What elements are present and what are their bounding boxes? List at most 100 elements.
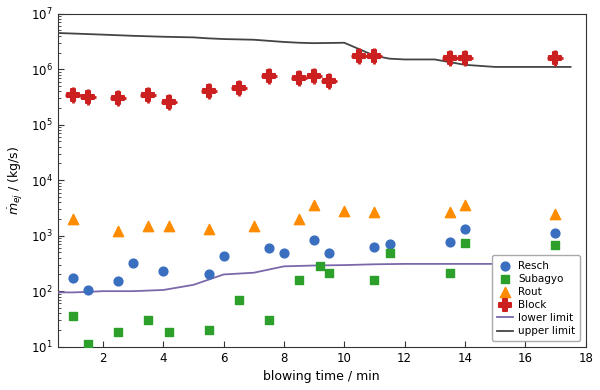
Resch [551, 230, 560, 236]
Rout [204, 226, 214, 232]
Block [204, 88, 214, 94]
Resch [445, 239, 455, 245]
Block [143, 91, 153, 98]
lower limit [250, 270, 257, 275]
Point [204, 88, 214, 94]
upper limit [461, 62, 469, 67]
lower limit [130, 289, 137, 294]
Block [164, 99, 174, 105]
Subagyo [370, 277, 379, 283]
upper limit [160, 34, 167, 39]
Resch [279, 250, 289, 256]
Rout [370, 209, 379, 215]
lower limit [160, 288, 167, 292]
Rout [113, 228, 123, 234]
Subagyo [385, 250, 394, 257]
Block [310, 73, 319, 79]
Block [445, 55, 455, 61]
Line: upper limit: upper limit [58, 33, 571, 67]
lower limit [100, 289, 107, 294]
Subagyo [460, 239, 470, 246]
Subagyo [113, 330, 123, 336]
Subagyo [325, 270, 334, 277]
Resch [264, 245, 274, 251]
Subagyo [445, 270, 455, 277]
upper limit [205, 36, 212, 41]
upper limit [280, 40, 287, 44]
Block [551, 55, 560, 61]
Line: lower limit: lower limit [58, 264, 571, 292]
Point [294, 75, 304, 81]
upper limit [220, 37, 227, 41]
Rout [249, 223, 259, 229]
Subagyo [234, 297, 244, 303]
upper limit [401, 57, 408, 62]
Point [370, 53, 379, 60]
Block [83, 94, 93, 100]
upper limit [250, 37, 257, 42]
Block [294, 75, 304, 81]
Resch [204, 271, 214, 278]
Rout [294, 216, 304, 222]
Resch [219, 253, 229, 259]
Rout [445, 209, 455, 215]
upper limit [341, 41, 348, 45]
Rout [551, 211, 560, 217]
Block [325, 78, 334, 84]
Block [370, 53, 379, 60]
Rout [143, 223, 153, 229]
Rout [164, 223, 174, 229]
upper limit [491, 65, 499, 69]
Block [234, 85, 244, 92]
Rout [310, 202, 319, 209]
upper limit [85, 32, 92, 36]
Rout [340, 208, 349, 214]
upper limit [386, 56, 393, 61]
lower limit [461, 262, 469, 266]
Subagyo [83, 341, 93, 347]
Point [113, 95, 123, 101]
Point [68, 91, 77, 98]
upper limit [431, 57, 439, 62]
Point [164, 99, 174, 105]
Subagyo [68, 313, 77, 319]
Resch [128, 260, 138, 266]
Resch [113, 277, 123, 284]
Point [234, 85, 244, 92]
Block [113, 95, 123, 101]
lower limit [431, 262, 439, 266]
Rout [460, 202, 470, 209]
lower limit [220, 272, 227, 277]
Resch [158, 268, 168, 274]
upper limit [521, 65, 529, 69]
Point [355, 53, 364, 60]
lower limit [371, 262, 378, 267]
upper limit [54, 31, 61, 35]
lower limit [401, 262, 408, 266]
Block [68, 91, 77, 98]
upper limit [371, 53, 378, 58]
Subagyo [316, 262, 325, 269]
Subagyo [294, 277, 304, 283]
Resch [385, 241, 394, 247]
lower limit [567, 262, 574, 266]
Point [551, 55, 560, 61]
Resch [325, 250, 334, 256]
lower limit [311, 263, 318, 268]
lower limit [85, 289, 92, 294]
Point [264, 73, 274, 79]
Resch [83, 287, 93, 293]
Block [460, 55, 470, 61]
upper limit [69, 31, 76, 36]
upper limit [100, 32, 107, 37]
Block [355, 53, 364, 60]
upper limit [190, 35, 197, 40]
Point [445, 55, 455, 61]
Rout [68, 216, 77, 222]
Point [325, 78, 334, 84]
Block [264, 73, 274, 79]
lower limit [69, 290, 76, 295]
lower limit [491, 262, 499, 266]
lower limit [54, 290, 61, 295]
lower limit [190, 282, 197, 287]
